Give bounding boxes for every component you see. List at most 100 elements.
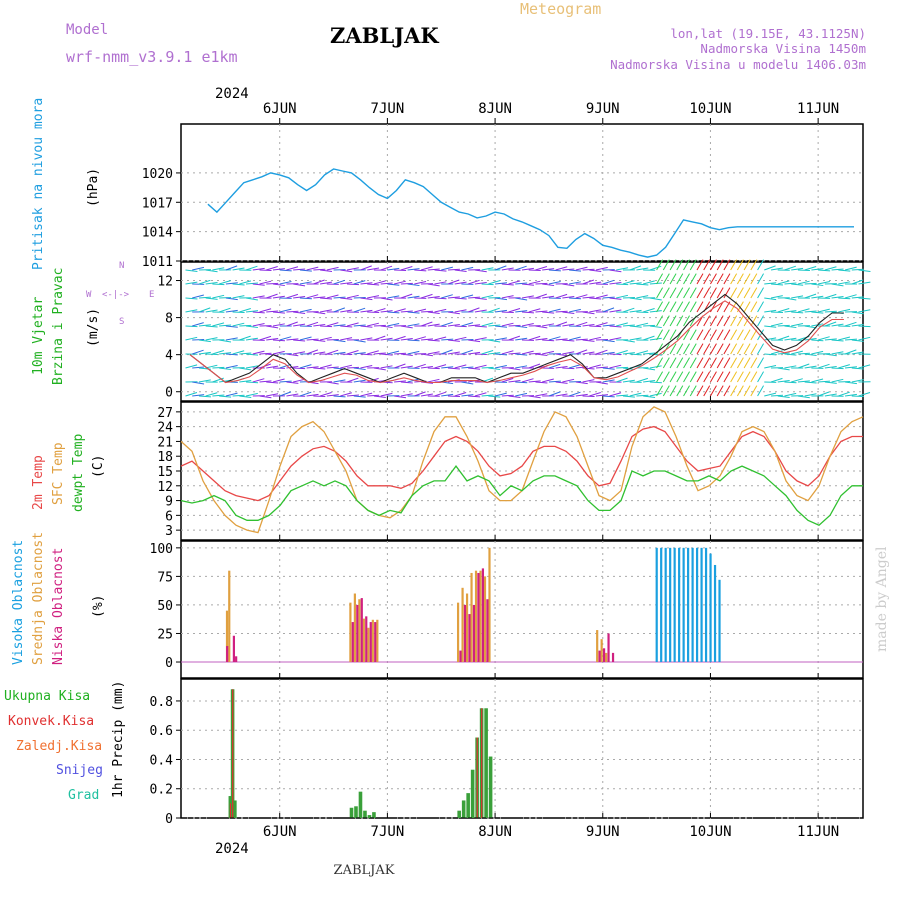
wind-barb: [474, 392, 487, 397]
y-tick-label: 100: [150, 542, 173, 557]
wind-barb: [488, 280, 500, 285]
wind-barb: [246, 353, 259, 356]
wind-barb: [562, 311, 575, 314]
wind-barb: [811, 283, 824, 287]
wind-barb: [609, 337, 622, 341]
wind-barb: [582, 268, 595, 271]
wind-barb: [239, 324, 252, 327]
cloud-label-high: Visoka Oblacnost: [11, 540, 26, 665]
wind-barb: [757, 385, 764, 397]
wind-barb: [266, 338, 279, 341]
wind-barb: [380, 353, 393, 356]
wind-barb: [427, 323, 440, 327]
wind-barb: [804, 293, 817, 299]
cloud-bar: [709, 553, 712, 663]
wind-barb: [333, 395, 346, 398]
wind-barb: [656, 273, 664, 285]
wind-barb: [367, 283, 380, 286]
wind-barb: [501, 283, 514, 286]
wind-barb: [542, 283, 555, 287]
day-label-bottom: 7JUN: [371, 824, 405, 840]
wind-barb: [703, 385, 711, 397]
wind-barb: [710, 315, 717, 327]
wind-barb: [703, 287, 711, 299]
wind-barb: [279, 308, 292, 313]
wind-barb: [764, 309, 777, 313]
wind-barb: [851, 395, 864, 398]
wind-barb: [804, 393, 817, 397]
wind-barb: [683, 287, 690, 299]
wind-barb: [750, 357, 758, 369]
cloud-label-mid: Srednja Oblacnost: [31, 532, 46, 665]
wind-barb: [306, 349, 319, 355]
wind-barb: [279, 391, 292, 397]
wind-barb: [548, 269, 561, 272]
wind-barb: [218, 307, 231, 313]
watermark: made by Angel: [874, 546, 890, 652]
precip-bar: [457, 810, 461, 818]
cloud-bar: [479, 570, 482, 663]
wind-barb: [838, 297, 851, 300]
y-tick-label: 0.8: [150, 695, 173, 710]
wind-barb: [306, 266, 319, 271]
precip-bar: [354, 806, 358, 818]
wind-barb: [259, 308, 272, 313]
wind-barb: [313, 351, 326, 355]
wind-barb: [501, 311, 514, 314]
wind-barb: [676, 301, 684, 313]
wind-barb: [555, 338, 568, 341]
day-label-bottom: 9JUN: [586, 824, 620, 840]
wind-barb: [589, 364, 602, 369]
wind-barb: [360, 353, 373, 356]
wind-barb: [703, 371, 711, 383]
wind-barb: [380, 365, 393, 369]
wind-barb: [293, 323, 306, 327]
compass-n: N: [119, 261, 124, 271]
wind-barb: [313, 296, 326, 299]
wind-barb: [219, 296, 232, 299]
wind-barb: [515, 310, 528, 313]
compass-w: W: [86, 290, 92, 300]
wind-barb: [575, 338, 588, 341]
wind-barb: [811, 350, 824, 355]
wind-barb: [689, 259, 697, 271]
wind-barb: [736, 315, 744, 327]
cloud-unit: (%): [91, 595, 106, 618]
wind-barb: [764, 297, 777, 301]
wind-barb: [575, 294, 588, 299]
wind-barb: [192, 381, 205, 385]
wind-barb: [299, 336, 312, 341]
wind-barb: [824, 338, 837, 341]
wind-barb: [804, 365, 817, 369]
wind-barb: [568, 391, 581, 397]
wind-barb: [669, 329, 677, 341]
wind-barb: [535, 282, 548, 285]
wind-barb: [656, 287, 664, 299]
wind-barb: [481, 366, 494, 369]
wind-barb: [360, 297, 373, 301]
wind-barb: [313, 395, 326, 398]
cloud-bar: [704, 547, 708, 663]
wind-barb: [643, 380, 656, 383]
wind-barb: [508, 367, 521, 371]
wind-barb: [340, 269, 353, 273]
wind-barb: [495, 353, 508, 356]
wind-barb: [662, 287, 670, 299]
wind-barb: [797, 352, 810, 355]
wind-barb: [346, 366, 360, 369]
wind-barb: [831, 367, 844, 370]
wind-barb: [609, 364, 622, 369]
wind-barb: [736, 287, 744, 299]
temp-series-dew: [180, 465, 863, 526]
wind-barb: [791, 350, 803, 355]
pressure-series: [207, 168, 854, 258]
day-label-top: 10JUN: [689, 101, 731, 117]
wind-barb: [818, 308, 830, 313]
wind-barb: [279, 269, 292, 272]
wind-barb: [609, 353, 622, 356]
wind-barb: [582, 351, 595, 355]
wind-barb: [441, 321, 453, 327]
wind-barb: [272, 339, 285, 342]
cloud-bar: [682, 547, 685, 663]
wind-barb: [858, 309, 871, 313]
